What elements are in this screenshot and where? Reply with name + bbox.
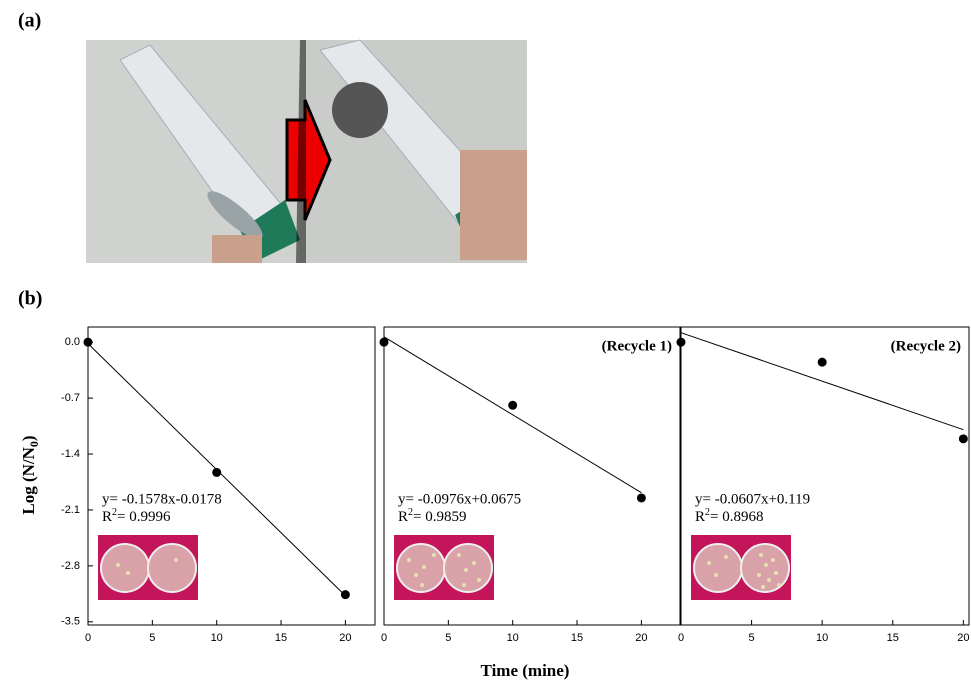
dish <box>741 544 789 592</box>
colony <box>422 565 426 569</box>
colony <box>777 583 781 587</box>
x-tick-label: 10 <box>816 632 828 644</box>
panel-label: (b) <box>18 288 42 310</box>
y-tick-label: -1.4 <box>61 448 80 460</box>
data-point <box>508 401 517 410</box>
colony <box>420 583 424 587</box>
dish <box>694 544 742 592</box>
x-tick-label: 15 <box>275 632 287 644</box>
colony <box>414 573 418 577</box>
r2-text: R <box>398 509 408 525</box>
x-tick-label: 0 <box>85 632 91 644</box>
r-squared: R2= 0.9859 <box>398 507 466 525</box>
y-label-text: Log (N/N <box>19 446 38 514</box>
y-tick-label: -0.7 <box>61 392 80 404</box>
petri-photo <box>691 535 791 600</box>
r2-text: R <box>695 509 705 525</box>
y-label-text: ) <box>19 435 38 441</box>
data-point <box>959 434 968 443</box>
data-point <box>212 468 221 477</box>
colony <box>407 558 411 562</box>
x-tick-label: 10 <box>211 632 223 644</box>
data-point <box>818 358 827 367</box>
y-tick-label: -2.1 <box>61 504 80 516</box>
x-tick-label: 10 <box>507 632 519 644</box>
x-tick-label: 0 <box>381 632 387 644</box>
r2-text: = 0.9996 <box>117 509 171 525</box>
dish <box>101 544 149 592</box>
photo <box>86 40 527 263</box>
colony <box>714 573 718 577</box>
colony <box>774 571 778 575</box>
colony <box>464 568 468 572</box>
colony <box>707 561 711 565</box>
petri-photo <box>98 535 198 600</box>
r2-text: = 0.9859 <box>413 509 466 525</box>
colony <box>457 553 461 557</box>
data-point <box>677 338 686 347</box>
x-tick-label: 20 <box>635 632 647 644</box>
fit-line <box>384 337 641 493</box>
panel-title: (Recycle 2) <box>891 338 961 354</box>
r-squared: R2= 0.9996 <box>102 507 171 525</box>
y-tick-label: 0.0 <box>65 336 80 348</box>
colony <box>174 558 178 562</box>
x-tick-label: 15 <box>571 632 583 644</box>
colony <box>771 558 775 562</box>
panel-label: (a) <box>18 10 41 32</box>
x-tick-label: 5 <box>149 632 155 644</box>
x-tick-label: 0 <box>678 632 684 644</box>
x-axis-label: Time (mine) <box>481 661 570 680</box>
colony <box>724 555 728 559</box>
colony <box>126 571 130 575</box>
colony <box>477 578 481 582</box>
fit-equation: y= -0.0607x+0.119 <box>695 491 810 507</box>
figure: (a) (b) Log (N/N0) Time (mine) 051015200… <box>0 0 971 689</box>
x-tick-label: 20 <box>957 632 969 644</box>
r2-text: R <box>102 509 112 525</box>
x-tick-label: 5 <box>445 632 451 644</box>
r2-text: = 0.8968 <box>710 509 763 525</box>
data-point <box>84 338 93 347</box>
dish <box>444 544 492 592</box>
x-tick-label: 15 <box>887 632 899 644</box>
fit-equation: y= -0.0976x+0.0675 <box>398 491 521 507</box>
colony <box>767 578 771 582</box>
y-tick-label: -2.8 <box>61 560 80 572</box>
petri-photo <box>394 535 494 600</box>
colony <box>462 583 466 587</box>
colony <box>759 553 763 557</box>
colony <box>757 573 761 577</box>
x-tick-label: 20 <box>339 632 351 644</box>
colony <box>116 563 120 567</box>
colony <box>432 553 436 557</box>
r-squared: R2= 0.8968 <box>695 507 763 525</box>
colony <box>472 561 476 565</box>
colony <box>764 563 768 567</box>
colony <box>761 585 765 589</box>
data-point <box>637 493 646 502</box>
x-tick-label: 5 <box>749 632 755 644</box>
dish <box>148 544 196 592</box>
fit-equation: y= -0.1578x-0.0178 <box>102 491 222 507</box>
data-point <box>380 338 389 347</box>
y-axis-label: Log (N/N0) <box>19 435 41 514</box>
data-point <box>341 590 350 599</box>
panel-title: (Recycle 1) <box>602 338 672 354</box>
y-tick-label: -3.5 <box>61 616 80 628</box>
